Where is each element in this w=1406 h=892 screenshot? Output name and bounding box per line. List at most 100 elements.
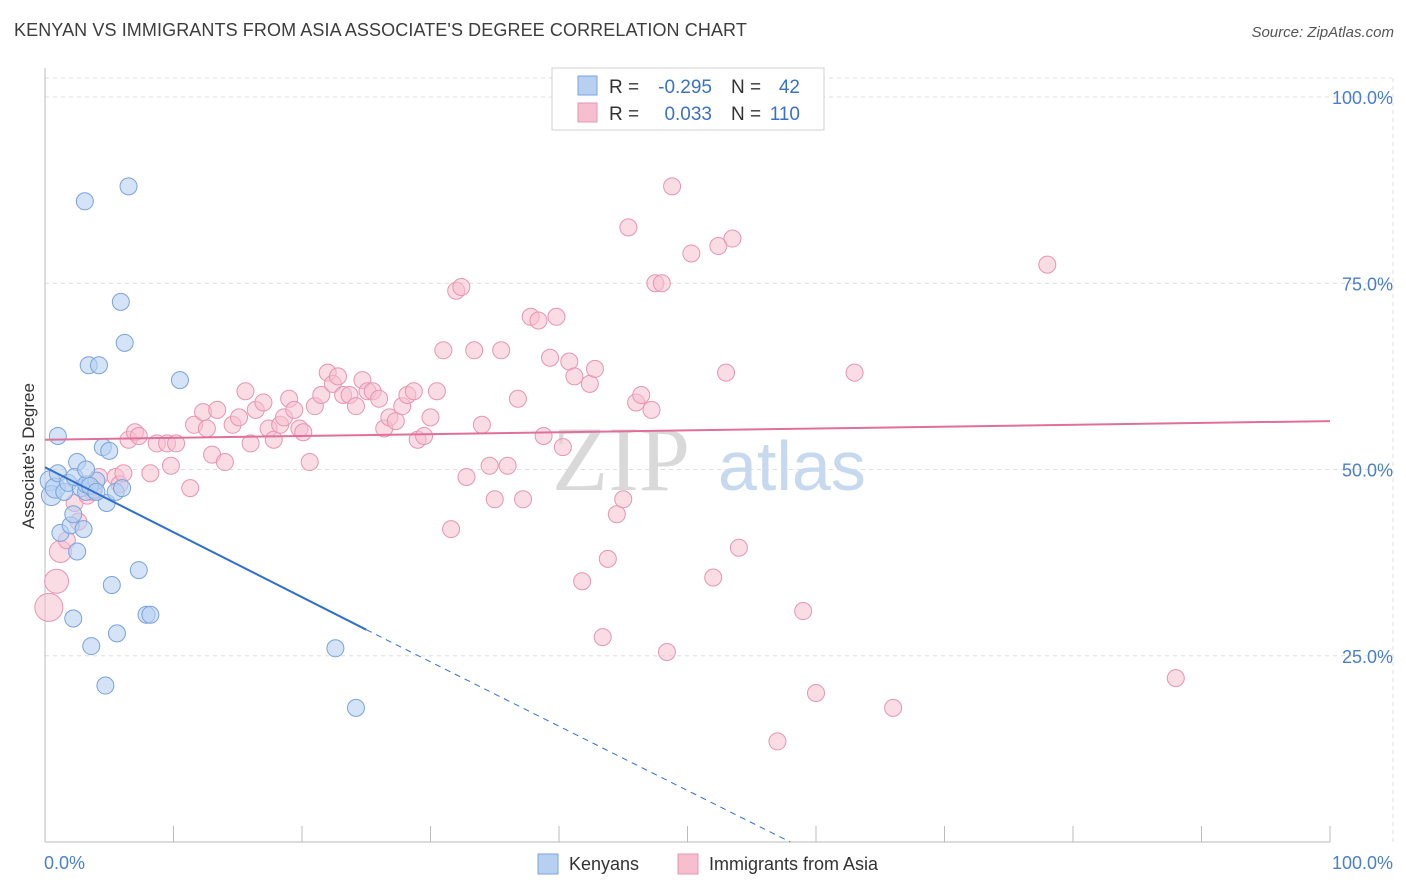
immigrants-point-80 (541, 348, 560, 367)
immigrants-point-87 (585, 359, 604, 378)
immigrants-point-19 (167, 434, 186, 453)
immigrants-point-70 (472, 415, 491, 434)
immigrants-point-90 (607, 505, 626, 524)
immigrants-point-89 (598, 549, 617, 568)
immigrants-point-29 (236, 382, 255, 401)
immigrants-point-74 (498, 456, 517, 475)
immigrants-point-26 (215, 453, 234, 472)
immigrants-point-41 (300, 453, 319, 472)
chart-title: KENYAN VS IMMIGRANTS FROM ASIA ASSOCIATE… (14, 20, 747, 40)
kenyans-point-41 (326, 639, 345, 658)
immigrants-point-46 (328, 367, 347, 386)
kenyans-point-13 (64, 609, 83, 628)
immigrants-point-63 (427, 382, 446, 401)
immigrants-point-0 (34, 592, 64, 622)
immigrants-point-85 (573, 572, 592, 591)
immigrants-point-28 (230, 408, 249, 427)
immigrants-point-109 (845, 363, 864, 382)
immigrants-point-95 (642, 400, 661, 419)
immigrants-point-105 (729, 538, 748, 557)
immigrants-point-65 (442, 520, 461, 539)
immigrants-point-102 (709, 237, 728, 255)
immigrants-point-43 (312, 386, 331, 404)
immigrants-point-97 (652, 274, 671, 293)
immigrants-point-94 (632, 386, 651, 404)
immigrants-point-11 (114, 464, 133, 483)
kenyans-point-37 (141, 605, 160, 624)
immigrants-point-68 (457, 467, 476, 486)
immigrants-points (34, 177, 1185, 751)
immigrants-point-15 (141, 464, 160, 483)
immigrants-point-53 (370, 389, 389, 408)
watermark: ZIP atlas (552, 408, 866, 510)
kenyans-point-23 (77, 460, 96, 479)
immigrants-point-103 (717, 363, 736, 382)
y-tick-label-75: 75.0% (1342, 274, 1393, 294)
kenyans-point-30 (87, 482, 106, 501)
kenyans-point-28 (107, 624, 126, 643)
legend-r-label-2: R = (609, 104, 639, 125)
y-tick-label-100: 100.0% (1332, 88, 1393, 108)
immigrants-point-99 (663, 177, 682, 196)
correlation-legend: R = -0.295 N = 42 R = 0.033 N = 110 (551, 67, 825, 131)
immigrants-point-106 (768, 732, 787, 751)
bottom-legend-swatch-kenyans (537, 853, 559, 875)
immigrants-point-30 (241, 434, 260, 453)
kenyans-point-38 (75, 192, 94, 211)
immigrants-point-38 (285, 400, 304, 419)
kenyans-points (39, 177, 365, 717)
immigrants-point-108 (807, 684, 825, 702)
kenyans-trend-line (44, 466, 367, 631)
y-tick-label-25: 25.0% (1342, 647, 1393, 667)
kenyans-point-11 (48, 426, 67, 445)
immigrants-point-110 (884, 698, 903, 717)
immigrants-point-91 (614, 490, 633, 509)
immigrants-point-14 (129, 426, 148, 445)
immigrants-point-1 (44, 568, 70, 594)
kenyans-point-14 (68, 542, 87, 561)
immigrants-point-25 (208, 400, 227, 419)
x-tick-label-min: 0.0% (44, 853, 85, 873)
kenyans-point-43 (113, 479, 132, 498)
legend-swatch-immigrants (577, 102, 598, 123)
immigrants-point-64 (434, 341, 453, 360)
legend-n-value-2: 110 (770, 104, 800, 125)
immigrants-point-69 (465, 341, 484, 360)
kenyans-point-18 (82, 637, 101, 656)
immigrants-point-81 (547, 307, 566, 326)
axes (44, 68, 1331, 843)
immigrants-point-104 (723, 229, 742, 248)
legend-n-label-1: N = (731, 77, 761, 98)
bottom-legend-swatch-immigrants (677, 853, 699, 875)
immigrants-point-71 (480, 456, 499, 475)
kenyans-point-40 (170, 371, 189, 390)
immigrants-point-73 (492, 341, 511, 360)
immigrants-point-32 (254, 393, 273, 412)
kenyans-point-24 (89, 356, 108, 375)
series-legend: Kenyans Immigrants from Asia (537, 853, 879, 875)
kenyans-point-31 (102, 575, 121, 594)
trend-lines (44, 420, 1331, 843)
immigrants-point-56 (386, 412, 405, 431)
immigrants-point-100 (682, 244, 701, 263)
immigrants-point-84 (565, 367, 584, 386)
immigrants-point-75 (508, 389, 527, 408)
immigrants-point-40 (294, 423, 313, 442)
y-axis-title: Associate's Degree (19, 383, 38, 529)
immigrants-point-62 (421, 408, 440, 427)
legend-swatch-kenyans (577, 75, 598, 96)
immigrants-point-76 (514, 490, 533, 509)
tick-labels: 25.0% 50.0% 75.0% 100.0% 0.0% 100.0% (44, 88, 1393, 873)
kenyans-point-27 (100, 441, 119, 460)
y-tick-label-50: 50.0% (1342, 461, 1393, 481)
immigrants-point-59 (404, 382, 423, 401)
immigrants-point-78 (529, 311, 548, 330)
immigrants-point-72 (485, 490, 504, 509)
kenyans-point-16 (74, 520, 93, 539)
kenyans-trend-extension (366, 629, 791, 843)
source-label: Source: ZipAtlas.com (1251, 24, 1394, 41)
kenyans-point-33 (115, 333, 134, 352)
kenyans-point-34 (119, 177, 138, 196)
immigrants-point-79 (534, 426, 553, 445)
